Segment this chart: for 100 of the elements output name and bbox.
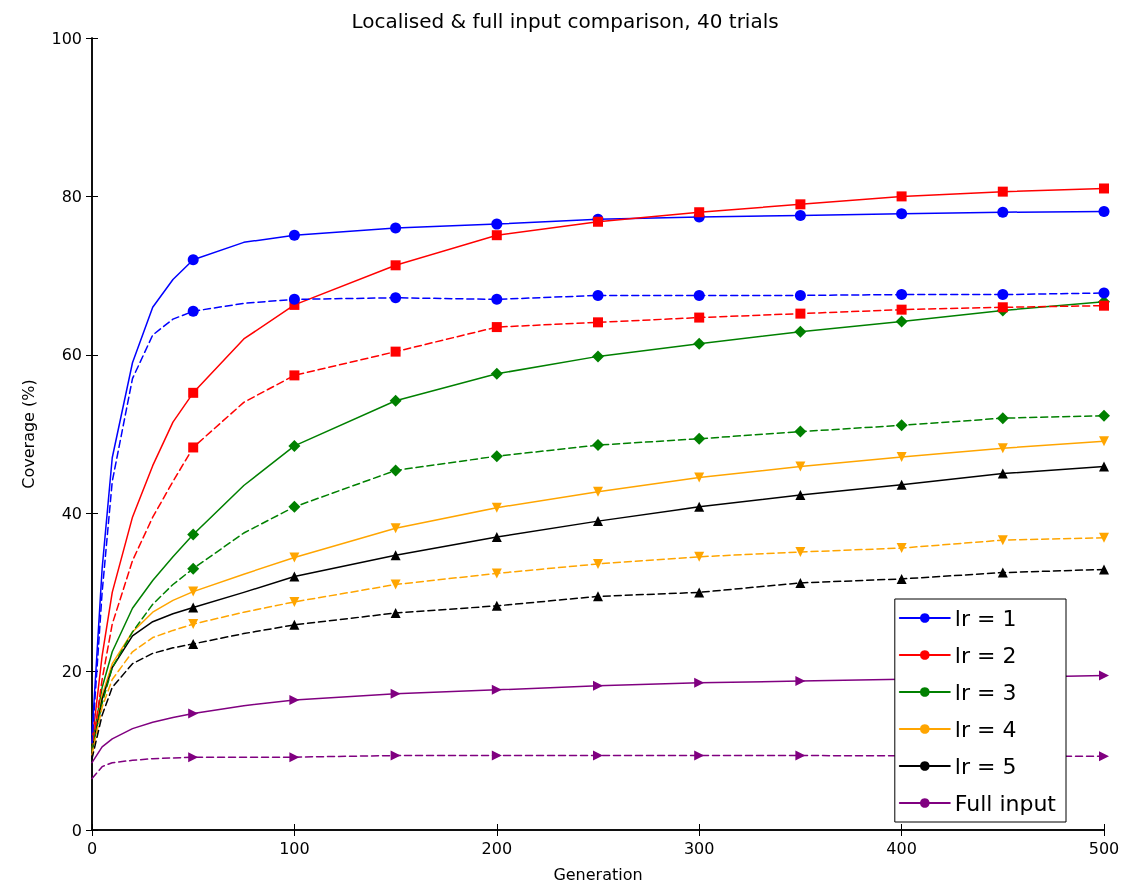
legend-label: lr = 1 xyxy=(954,605,1017,631)
point xyxy=(289,571,300,582)
point xyxy=(1099,436,1109,447)
point xyxy=(390,260,401,271)
x-tick-label: 500 xyxy=(1088,838,1120,858)
point xyxy=(997,289,1009,301)
y-axis-title: Coverage (%) xyxy=(18,379,38,489)
x-axis-title: Generation xyxy=(553,864,643,884)
point xyxy=(1098,287,1110,299)
point xyxy=(188,619,199,630)
point xyxy=(997,535,1008,546)
point xyxy=(693,432,706,445)
point xyxy=(896,543,907,554)
point xyxy=(1099,532,1109,543)
x-tick-label: 100 xyxy=(279,838,310,858)
point xyxy=(694,312,705,323)
x-tick-label: 300 xyxy=(683,838,715,858)
point xyxy=(390,579,401,590)
x-tick-label: 0 xyxy=(86,838,98,858)
point xyxy=(188,442,199,453)
point xyxy=(795,461,806,472)
y-tick-label: 0 xyxy=(71,820,82,840)
point xyxy=(794,325,807,338)
point xyxy=(997,567,1008,578)
legend-label: Full input xyxy=(954,790,1057,816)
point xyxy=(896,573,907,584)
point xyxy=(997,443,1008,454)
y-tick-label: 80 xyxy=(61,186,82,206)
point xyxy=(592,289,604,301)
point xyxy=(390,688,401,699)
point xyxy=(795,199,806,210)
point xyxy=(1098,205,1110,217)
chart-title: Localised & full input comparison, 40 trials xyxy=(351,9,779,33)
point xyxy=(896,451,907,462)
point xyxy=(795,308,806,319)
point xyxy=(593,680,603,691)
point xyxy=(896,479,907,490)
point xyxy=(490,450,503,463)
point xyxy=(491,502,502,513)
point xyxy=(693,289,705,301)
point xyxy=(694,501,705,512)
point xyxy=(795,577,806,588)
point xyxy=(188,752,199,763)
point xyxy=(694,472,705,483)
point xyxy=(390,607,401,618)
point xyxy=(289,596,300,607)
point xyxy=(289,552,300,563)
point xyxy=(288,293,300,305)
point xyxy=(593,591,603,602)
legend-label: lr = 3 xyxy=(954,679,1017,705)
point xyxy=(1099,751,1109,762)
point xyxy=(694,587,705,598)
point xyxy=(187,254,199,266)
point xyxy=(694,551,705,562)
point xyxy=(288,439,301,452)
point xyxy=(491,600,502,611)
point xyxy=(491,293,503,305)
point xyxy=(188,586,199,597)
point xyxy=(390,292,402,304)
x-tick-label: 200 xyxy=(481,838,513,858)
point xyxy=(593,558,603,569)
point xyxy=(1099,461,1109,472)
point xyxy=(896,191,907,202)
point xyxy=(390,222,402,234)
point xyxy=(996,412,1009,425)
point xyxy=(592,350,604,363)
y-tick-label: 20 xyxy=(61,662,82,682)
point xyxy=(895,315,908,328)
point xyxy=(795,676,806,687)
point xyxy=(997,468,1008,479)
point xyxy=(1098,409,1110,422)
legend-label: lr = 4 xyxy=(954,716,1017,742)
point xyxy=(1099,670,1109,681)
point xyxy=(794,289,806,301)
point xyxy=(491,684,502,695)
point xyxy=(288,500,301,513)
point xyxy=(390,550,401,561)
point xyxy=(693,337,706,350)
point xyxy=(187,562,200,575)
point xyxy=(794,209,806,221)
point xyxy=(997,186,1008,197)
y-tick-label: 40 xyxy=(61,503,82,523)
point xyxy=(1099,183,1109,194)
point xyxy=(997,302,1008,313)
point xyxy=(896,208,908,220)
point xyxy=(593,750,603,761)
point xyxy=(593,486,603,497)
point xyxy=(1099,564,1109,575)
point xyxy=(896,289,908,301)
point xyxy=(289,619,300,630)
point xyxy=(694,677,705,688)
point xyxy=(491,230,502,241)
point xyxy=(593,516,603,527)
point xyxy=(390,750,401,761)
point xyxy=(491,531,502,542)
point xyxy=(491,218,503,230)
y-tick-label: 60 xyxy=(61,345,82,365)
point xyxy=(490,367,503,380)
point xyxy=(289,370,300,381)
point xyxy=(187,305,199,317)
